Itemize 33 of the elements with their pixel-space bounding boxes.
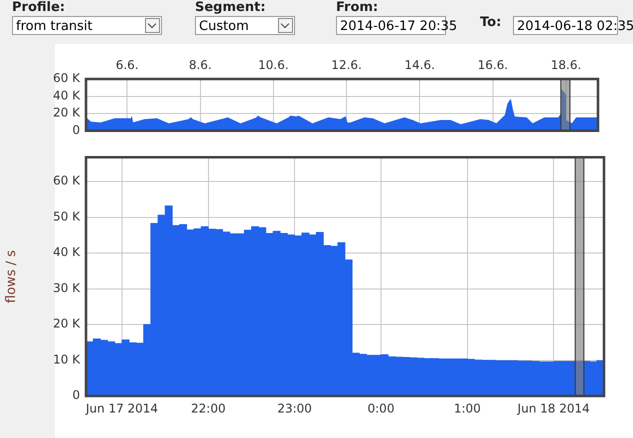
y-tick-label: 60 K	[53, 174, 82, 188]
x-tick-label: 0:00	[367, 401, 394, 416]
y-tick-label: 20 K	[53, 316, 82, 331]
x-tick-label: 10.6.	[258, 58, 289, 72]
y-tick-label: 0	[72, 122, 80, 137]
x-tick-label: 1:00	[454, 401, 481, 416]
y-tick-label: 20 K	[53, 106, 82, 120]
y-tick-label: 0	[72, 388, 80, 402]
x-tick-label: Jun 18 2014	[516, 401, 590, 416]
x-tick-label: 23:00	[277, 401, 312, 416]
x-tick-label: 14.6.	[404, 58, 435, 72]
x-tick-label: 8.6.	[188, 58, 212, 72]
y-tick-label: 10 K	[53, 352, 82, 366]
text: from transit	[16, 19, 93, 34]
x-tick-label: 12.6.	[331, 58, 362, 72]
y-axis-title: flows / s	[4, 250, 20, 304]
text: 2014-06-17 20:35	[340, 19, 458, 34]
text: Profile:	[12, 0, 65, 15]
x-tick-label: Jun 17 2014	[84, 401, 158, 416]
x-tick-label: 18.6.	[550, 58, 582, 72]
text: From:	[336, 0, 378, 15]
text: To:	[480, 15, 502, 30]
x-tick-label: 22:00	[191, 401, 226, 416]
text: Segment:	[195, 0, 266, 15]
y-tick-label: 40 K	[53, 245, 82, 260]
y-tick-label: 40 K	[53, 88, 82, 102]
x-tick-label: 6.6.	[116, 58, 139, 72]
y-tick-label: 60 K	[53, 71, 82, 86]
y-tick-label: 30 K	[53, 280, 82, 295]
text: 2014-06-18 02:35	[517, 19, 633, 34]
x-tick-label: 16.6.	[478, 58, 508, 72]
text: Custom	[199, 19, 249, 34]
y-tick-label: 50 K	[53, 209, 82, 224]
